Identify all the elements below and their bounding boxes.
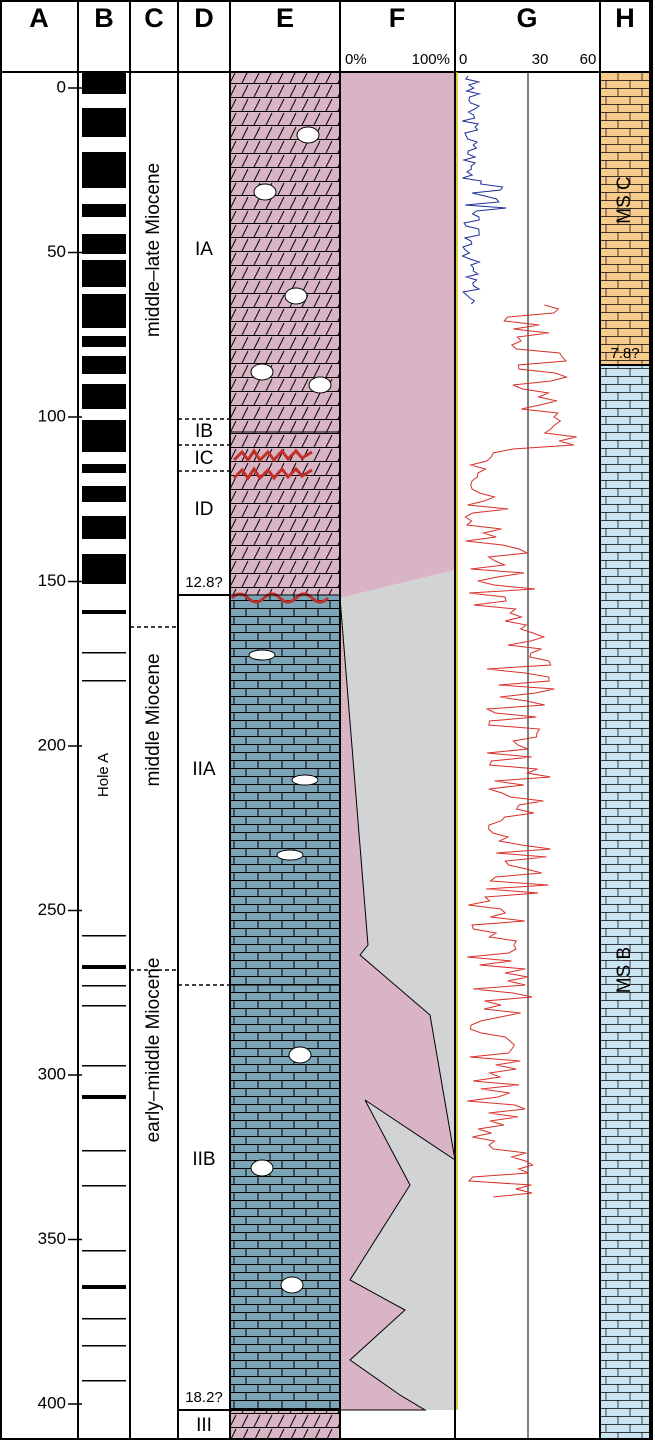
polarity-bar bbox=[82, 294, 126, 328]
depth-tick-label: 50 bbox=[47, 242, 66, 261]
unit-label: IA bbox=[195, 239, 213, 260]
limestone-pink bbox=[230, 72, 340, 595]
column-header: A bbox=[29, 3, 49, 33]
g-scale-label: 0 bbox=[459, 51, 467, 68]
polarity-bar bbox=[82, 420, 126, 452]
lithology bbox=[230, 72, 650, 1440]
column-header: C bbox=[144, 3, 164, 33]
polarity-line bbox=[82, 1380, 126, 1382]
nodule bbox=[289, 1047, 311, 1063]
polarity-bar bbox=[82, 356, 126, 374]
column-header: F bbox=[389, 3, 406, 33]
core-log: ABCDEFGH050100150200250300350400Hole Ami… bbox=[0, 0, 655, 1440]
depth-tick-label: 150 bbox=[38, 571, 66, 590]
polarity-bar bbox=[82, 336, 126, 347]
nodule bbox=[297, 127, 319, 143]
polarity-bar bbox=[82, 384, 126, 409]
polarity-line bbox=[82, 1250, 126, 1252]
depth-tick-label: 300 bbox=[38, 1064, 66, 1083]
unit-label: IIA bbox=[192, 759, 216, 780]
polarity-line bbox=[82, 1095, 126, 1099]
unit-label: IB bbox=[195, 421, 213, 442]
shell bbox=[277, 850, 303, 860]
age-label: middle–late Miocene bbox=[143, 163, 164, 337]
nodule bbox=[251, 1160, 273, 1176]
g-scale-label: 30 bbox=[532, 51, 549, 68]
polarity-line bbox=[82, 935, 126, 937]
limestone-pink bbox=[230, 1410, 340, 1440]
polarity-bar bbox=[82, 554, 126, 584]
depth-tick-label: 250 bbox=[38, 900, 66, 919]
ms-b-fill bbox=[600, 365, 650, 1440]
f-scale-label: 100% bbox=[412, 51, 450, 68]
column-header: E bbox=[276, 3, 294, 33]
column-header: H bbox=[615, 3, 635, 33]
nodule bbox=[309, 377, 331, 393]
polarity-line bbox=[82, 1065, 126, 1067]
boundary-age: 18.2? bbox=[185, 1389, 223, 1406]
nodule bbox=[254, 184, 276, 200]
polarity-line bbox=[82, 1185, 126, 1187]
hole-label: Hole A bbox=[95, 753, 112, 797]
polarity-bar bbox=[82, 108, 126, 137]
polarity-bar bbox=[82, 204, 126, 217]
ms-unit: MS C bbox=[614, 176, 635, 224]
depth-tick-label: 350 bbox=[38, 1229, 66, 1248]
polarity-line bbox=[82, 610, 126, 614]
polarity-bar bbox=[82, 260, 126, 287]
unit-label: III bbox=[196, 1415, 212, 1436]
polarity-line bbox=[82, 1150, 126, 1152]
nodule bbox=[281, 1277, 303, 1293]
age-label: middle Miocene bbox=[143, 653, 164, 786]
polarity-line bbox=[82, 1285, 126, 1289]
blue-log bbox=[462, 76, 506, 304]
polarity-line bbox=[82, 1005, 126, 1007]
shell bbox=[249, 650, 275, 660]
age-label: early–middle Miocene bbox=[143, 958, 164, 1143]
depth-tick-label: 100 bbox=[38, 406, 66, 425]
polarity-line bbox=[82, 1345, 126, 1347]
ms-boundary-age: 7.8? bbox=[610, 345, 639, 362]
unit-label: ID bbox=[195, 499, 214, 520]
polarity-bar bbox=[82, 152, 126, 188]
f-scale-label: 0% bbox=[345, 51, 367, 68]
polarity-line bbox=[82, 1318, 126, 1320]
polarity-bar bbox=[82, 516, 126, 539]
nodule bbox=[285, 288, 307, 304]
polarity-bar bbox=[82, 234, 126, 254]
column-header: G bbox=[516, 3, 537, 33]
fraction-pink bbox=[340, 72, 455, 598]
red-log bbox=[465, 305, 576, 1197]
log-curves bbox=[462, 76, 576, 1197]
depth-tick-label: 400 bbox=[38, 1393, 66, 1412]
g-scale-label: 60 bbox=[580, 51, 597, 68]
depth-tick-label: 200 bbox=[38, 735, 66, 754]
polarity-bar bbox=[82, 464, 126, 473]
nodule bbox=[251, 364, 273, 380]
polarity-line bbox=[82, 680, 126, 682]
shell bbox=[292, 775, 318, 785]
depth-tick-label: 0 bbox=[57, 77, 66, 96]
unit-label: IIB bbox=[192, 1149, 215, 1170]
column-header: D bbox=[194, 3, 214, 33]
boundary-age: 12.8? bbox=[185, 574, 223, 591]
polarity-column bbox=[82, 72, 126, 1382]
polarity-bar bbox=[82, 486, 126, 502]
ms-unit: MS B bbox=[614, 947, 635, 993]
polarity-line bbox=[82, 965, 126, 969]
unit-label: IC bbox=[195, 448, 214, 469]
column-header: B bbox=[94, 3, 114, 33]
polarity-line bbox=[82, 652, 126, 654]
polarity-line bbox=[82, 985, 126, 987]
polarity-bar bbox=[82, 72, 126, 94]
